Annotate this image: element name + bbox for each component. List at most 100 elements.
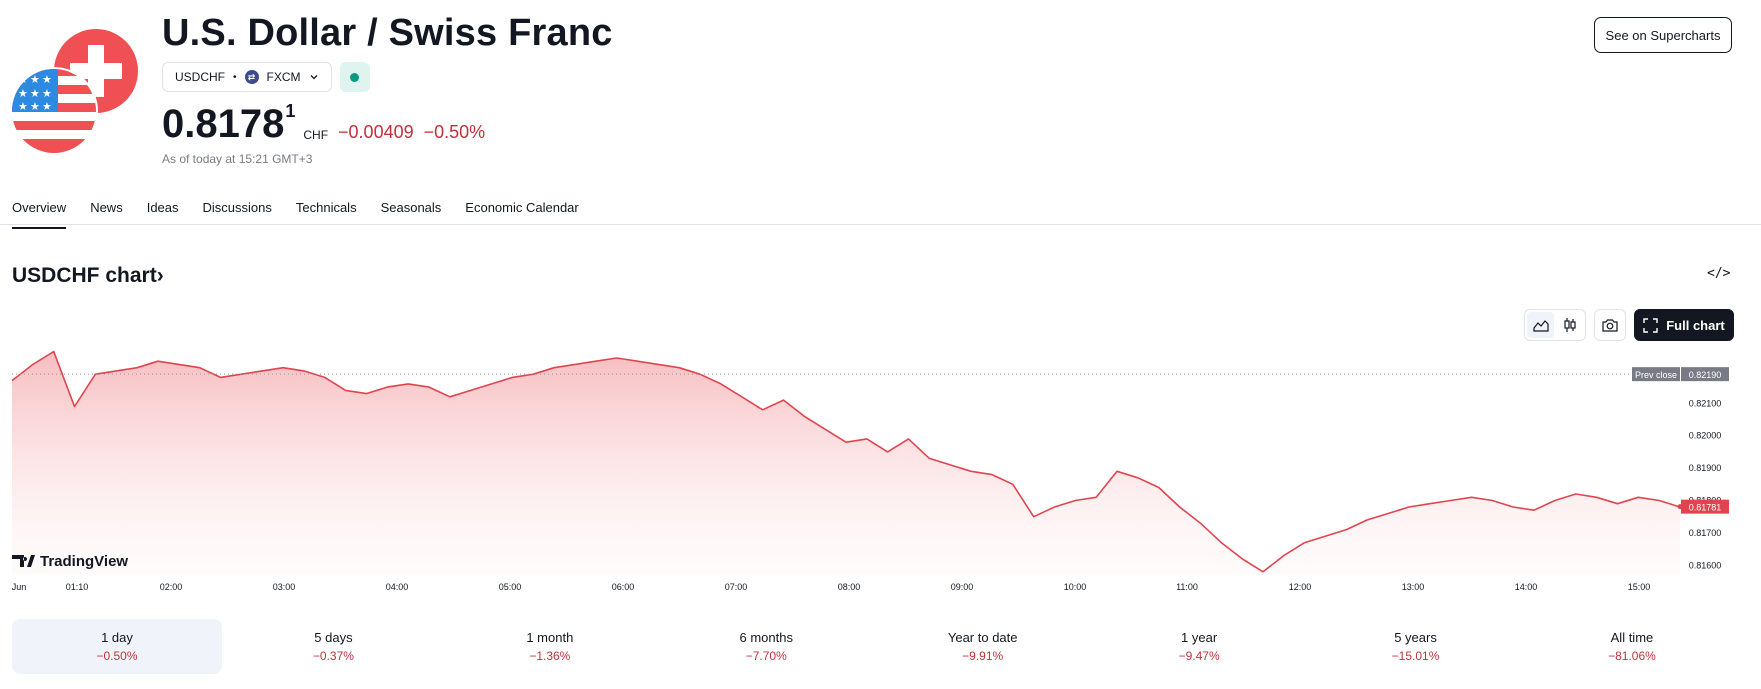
y-tick-label: 0.82100: [1689, 398, 1722, 408]
period-change: −9.47%: [1178, 649, 1220, 663]
x-tick-label: 03:00: [273, 582, 296, 592]
chart-toolbar: Full chart: [1524, 309, 1734, 341]
last-price-value: 0.81781: [1689, 503, 1722, 513]
svg-text:★: ★: [30, 87, 40, 100]
price-block: 0.8178 1 CHF −0.00409 −0.50%: [162, 101, 485, 146]
last-price-tag: [1681, 499, 1729, 514]
x-tick-label: 02:00: [160, 582, 183, 592]
embed-code-icon[interactable]: </>: [1707, 266, 1731, 281]
price-area-chart[interactable]: Prev close 0.82190 0.82100 0.82000 0.81900 0.…: [0, 345, 1761, 605]
period-change: −81.06%: [1608, 649, 1656, 663]
symbol-row: USDCHF • ⇄ FXCM: [162, 62, 370, 92]
symbol-selector[interactable]: USDCHF • ⇄ FXCM: [162, 62, 332, 92]
period-change: −0.50%: [96, 649, 138, 663]
period-label: 6 months: [739, 630, 793, 645]
svg-text:★: ★: [18, 100, 28, 113]
svg-text:★: ★: [42, 87, 52, 100]
tab-technicals[interactable]: Technicals: [295, 200, 357, 215]
y-tick-label: 0.81600: [1689, 560, 1722, 570]
period-label: 1 month: [526, 630, 574, 645]
period-all-time[interactable]: All time −81.06%: [1527, 619, 1737, 674]
tradingview-logo-icon: [12, 555, 35, 567]
x-tick-label: 15:00: [1628, 582, 1651, 592]
period-change: −7.70%: [745, 649, 787, 663]
y-tick-label: 0.81700: [1689, 528, 1722, 538]
period-6-months[interactable]: 6 months −7.70%: [661, 619, 871, 674]
camera-icon: [1602, 319, 1618, 332]
tab-seasonals[interactable]: Seasonals: [380, 200, 442, 215]
period-5-days[interactable]: 5 days −0.37%: [228, 619, 438, 674]
prev-close-value-tag: [1681, 367, 1729, 382]
nav-tabs: Overview News Ideas Discussions Technica…: [12, 200, 579, 229]
x-tick-label: 06:00: [612, 582, 635, 592]
svg-text:★: ★: [42, 73, 52, 86]
period-1-month[interactable]: 1 month −1.36%: [445, 619, 655, 674]
chart-title-text: USDCHF chart: [12, 264, 157, 287]
symbol-separator: •: [233, 71, 237, 83]
market-status-badge[interactable]: [339, 62, 370, 92]
market-open-dot-icon: [350, 72, 360, 82]
x-tick-label: Jun: [12, 582, 27, 592]
period-change: −1.36%: [529, 649, 571, 663]
period-change: −15.01%: [1391, 649, 1440, 663]
x-tick-label: 08:00: [838, 582, 861, 592]
tabs-divider: [0, 224, 1761, 225]
area-chart-icon: [1532, 320, 1549, 332]
svg-text:★: ★: [30, 73, 40, 86]
snapshot-button[interactable]: [1594, 309, 1626, 341]
tab-discussions[interactable]: Discussions: [202, 200, 272, 215]
candles-icon: [1563, 318, 1576, 332]
svg-text:★: ★: [18, 87, 28, 100]
page-title: U.S. Dollar / Swiss Franc: [162, 12, 613, 54]
full-chart-button[interactable]: Full chart: [1634, 309, 1734, 341]
x-tick-label: 09:00: [951, 582, 974, 592]
price-change-absolute: −0.00409: [338, 122, 414, 142]
currency-flags-icon: ★ ★ ★ ★ ★ ★ ★ ★ ★: [12, 29, 138, 155]
price-currency: CHF: [303, 128, 329, 142]
x-tick-label: 10:00: [1064, 582, 1087, 592]
period-5-years[interactable]: 5 years −15.01%: [1311, 619, 1521, 674]
symbol-label: USDCHF: [175, 70, 225, 84]
see-on-supercharts-button[interactable]: See on Supercharts: [1594, 17, 1732, 53]
period-label: 5 years: [1394, 630, 1437, 645]
period-1-year[interactable]: 1 year −9.47%: [1094, 619, 1304, 674]
area-fill: [12, 351, 1680, 575]
exchange-icon: ⇄: [244, 70, 259, 84]
prev-close-value: 0.82190: [1689, 370, 1722, 380]
prev-close-tag: [1632, 367, 1680, 382]
current-price: 0.8178: [162, 102, 285, 146]
fullscreen-icon: [1643, 317, 1658, 333]
chart-section-title[interactable]: USDCHF chart›: [12, 264, 164, 288]
period-change: −9.91%: [962, 649, 1004, 663]
prev-close-label: Prev close: [1635, 370, 1677, 380]
x-tick-label: 05:00: [499, 582, 522, 592]
period-year-to-date[interactable]: Year to date −9.91%: [878, 619, 1088, 674]
price-timestamp: As of today at 15:21 GMT+3: [162, 152, 313, 166]
chevron-right-icon: ›: [156, 264, 164, 287]
y-tick-label: 0.81900: [1689, 463, 1722, 473]
svg-text:★: ★: [42, 100, 52, 113]
tab-economic-calendar[interactable]: Economic Calendar: [465, 200, 579, 215]
period-1-day[interactable]: 1 day −0.50%: [12, 619, 222, 674]
candles-chart-button[interactable]: [1556, 312, 1583, 338]
exchange-label: FXCM: [266, 70, 301, 84]
x-tick-label: 01:10: [66, 582, 89, 592]
area-chart-button[interactable]: [1527, 312, 1554, 338]
x-tick-label: 04:00: [386, 582, 409, 592]
x-tick-label: 13:00: [1402, 582, 1425, 592]
y-tick-label: 0.82000: [1689, 431, 1722, 441]
performance-periods: 1 day −0.50% 5 days −0.37% 1 month −1.36…: [12, 619, 1737, 674]
tradingview-watermark: TradingView: [40, 553, 128, 570]
x-tick-label: 14:00: [1515, 582, 1538, 592]
price-line: [11, 350, 1681, 573]
full-chart-label: Full chart: [1666, 317, 1725, 333]
chart-style-switch: [1524, 309, 1586, 341]
tab-overview[interactable]: Overview: [12, 200, 67, 229]
period-label: All time: [1610, 630, 1654, 645]
period-label: Year to date: [947, 630, 1018, 645]
period-label: 1 day: [101, 630, 133, 645]
tab-ideas[interactable]: Ideas: [146, 200, 179, 215]
x-tick-label: 07:00: [725, 582, 748, 592]
period-label: 1 year: [1181, 630, 1218, 645]
tab-news[interactable]: News: [90, 200, 123, 215]
